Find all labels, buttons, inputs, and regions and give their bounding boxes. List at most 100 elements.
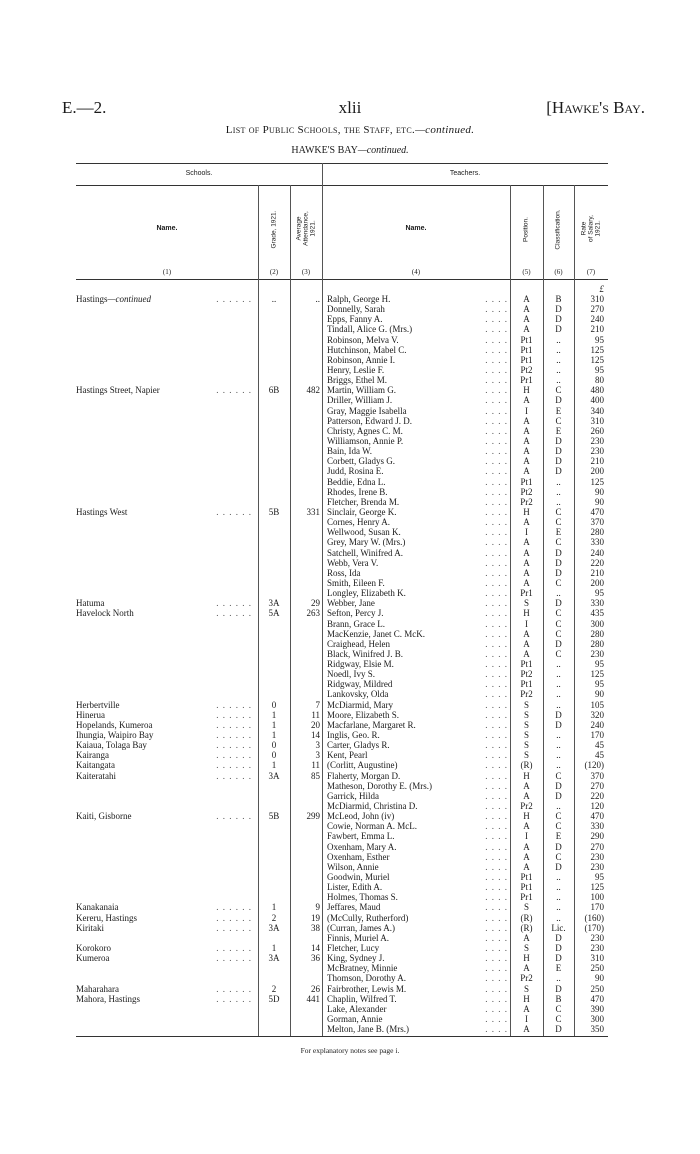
table-row: Ihungia, Waipiro Bay . . . . . . 1 14 Inglis… — [0, 730, 700, 740]
teacher-position: A — [523, 628, 530, 639]
teacher-name-text: Matheson, Dorothy E. (Mrs.) — [327, 780, 432, 791]
school-grade: 5B — [268, 811, 280, 822]
dot-leader: . . . . . . — [216, 811, 252, 822]
teacher-salary: 320 — [590, 709, 605, 720]
dot-leader: . . . . — [485, 466, 508, 477]
col-school-name: Name. — [156, 225, 178, 232]
teacher-salary: 230 — [590, 851, 605, 862]
teacher-name-text: Kent, Pearl — [327, 750, 368, 761]
average-attendance: 3 — [315, 740, 321, 751]
school-grade: 6B — [268, 385, 280, 396]
dot-leader: . . . . — [485, 841, 508, 852]
col-number: (4) — [411, 268, 421, 276]
teacher-name-text: Patterson, Edward J. D. — [327, 415, 412, 426]
table-row: Fletcher, Brenda M. . . . . Pr2.. 90 — [0, 497, 700, 507]
teacher-position: Pt1 — [520, 334, 533, 345]
dot-leader: . . . . — [485, 659, 508, 670]
average-attendance: 263 — [306, 608, 321, 619]
table-row: Craighead, Helen . . . . A D 280 — [0, 639, 700, 649]
dot-leader: . . . . — [485, 770, 508, 781]
dot-leader: . . . . — [485, 415, 508, 426]
teacher-salary: 230 — [590, 861, 605, 872]
teacher-classification: .. — [556, 486, 561, 497]
table-row: Patterson, Edward J. D. . . . . A C 310 — [0, 416, 700, 426]
teacher-position: A — [523, 435, 530, 446]
dot-leader: . . . . — [485, 912, 508, 923]
teacher-name-text: Carter, Gladys R. — [327, 740, 390, 751]
school-name-text: Maharahara — [76, 983, 119, 994]
teacher-classification: D — [555, 983, 562, 994]
page-number: xlii — [338, 98, 362, 117]
school-name-text: Kaitangata — [76, 760, 115, 771]
teacher-position: S — [523, 719, 529, 730]
teacher-position: A — [523, 537, 530, 548]
school-name: Mahora, Hastings . . . . . . — [76, 994, 256, 1004]
teacher-position: A — [523, 425, 530, 436]
teacher-name-text: Melton, Jane B. (Mrs.) — [327, 1024, 409, 1035]
teacher-name-text: Oxenham, Mary A. — [327, 841, 397, 852]
teacher-name: Williamson, Annie P. . . . . — [327, 436, 510, 446]
teacher-classification: C — [555, 1013, 562, 1024]
teacher-name-text: McBratney, Minnie — [327, 963, 398, 974]
dot-leader: . . . . — [485, 750, 508, 761]
col-number: (3) — [301, 268, 311, 276]
col-salary: Rate of Salary, 1921. — [580, 215, 602, 242]
dot-leader: . . . . . . — [216, 953, 252, 964]
teacher-classification: E — [555, 963, 562, 974]
col-classification: Classification. — [554, 209, 562, 250]
teacher-salary: 210 — [590, 324, 605, 335]
school-grade: 0 — [271, 740, 277, 751]
teacher-position: S — [523, 750, 529, 761]
teacher-position: I — [525, 831, 528, 842]
school-name-text: Mahora, Hastings — [76, 993, 140, 1004]
teacher-salary: 95 — [595, 659, 604, 670]
page-subtitle: HAWKE'S BAY—continued. — [0, 145, 700, 156]
teacher-classification: B — [555, 294, 562, 304]
teacher-name: Fairbrother, Lewis M. . . . . — [327, 984, 510, 994]
teacher-salary: 95 — [595, 334, 604, 345]
table-row: Beddie, Edna L. . . . . Pt1.. 125 — [0, 477, 700, 487]
table-row: Holmes, Thomas S. . . . . Pr1.. 100 — [0, 892, 700, 902]
dot-leader: . . . . — [485, 395, 508, 406]
teacher-position: A — [523, 304, 530, 315]
teacher-name: Black, Winifred J. B. . . . . — [327, 649, 510, 659]
teacher-name: Longley, Elizabeth K. . . . . — [327, 588, 510, 598]
dot-leader: . . . . . . — [216, 902, 252, 913]
dot-leader: . . . . — [485, 669, 508, 680]
teacher-salary: 200 — [590, 466, 605, 477]
teacher-name-text: (McCully, Rutherford) — [327, 912, 409, 923]
dot-leader: . . . . — [485, 811, 508, 822]
teacher-classification: C — [555, 851, 562, 862]
table-row: Thomson, Dorothy A. . . . . Pr2.. 90 — [0, 973, 700, 983]
school-name: Kaitangata . . . . . . — [76, 760, 256, 770]
school-name-text: Hastings West — [76, 506, 128, 517]
teacher-classification: D — [555, 435, 562, 446]
school-grade: 0 — [271, 699, 277, 710]
page-title: List of Public Schools, the Staff, etc.—… — [0, 124, 700, 136]
teacher-name: (Curran, James A.) . . . . — [327, 923, 510, 933]
teacher-classification: .. — [556, 659, 561, 670]
teacher-position: A — [523, 932, 530, 943]
teacher-salary: 280 — [590, 638, 605, 649]
teacher-classification: .. — [556, 699, 561, 710]
table-row: McBratney, Minnie . . . . A E 250 — [0, 963, 700, 973]
table-row: Smith, Eileen F. . . . . A C 200 — [0, 578, 700, 588]
teacher-salary: 350 — [590, 1024, 605, 1035]
dot-leader: . . . . — [485, 861, 508, 872]
school-name: Ihungia, Waipiro Bay . . . . . . — [76, 730, 256, 740]
school-grade: 3A — [268, 598, 280, 609]
dot-leader: . . . . — [485, 496, 508, 507]
school-name-text: Hinerua — [76, 709, 105, 720]
teacher-position: H — [523, 770, 530, 781]
staff-table-body: Hastings—continued . . . . . ..... Ralph, … — [0, 294, 700, 1034]
table-row: Hopelands, Kumeroa . . . . . . 1 20 Macfarla… — [0, 720, 700, 730]
dot-leader: . . . . — [485, 953, 508, 964]
table-row: Korokoro . . . . . . 1 14 Fletcher, Lucy . . … — [0, 943, 700, 953]
teacher-name: Grey, Mary W. (Mrs.) . . . . — [327, 537, 510, 547]
table-row: Havelock North . . . . . . 5A 263 Sefton, Pe… — [0, 608, 700, 618]
table-row: Finnis, Muriel A. . . . . A D 230 — [0, 933, 700, 943]
table-row: Epps, Fanny A. . . . . A D 240 — [0, 314, 700, 324]
teacher-name-text: Moore, Elizabeth S. — [327, 709, 399, 720]
teacher-classification: D — [555, 395, 562, 406]
dot-leader: . . . . — [485, 760, 508, 771]
